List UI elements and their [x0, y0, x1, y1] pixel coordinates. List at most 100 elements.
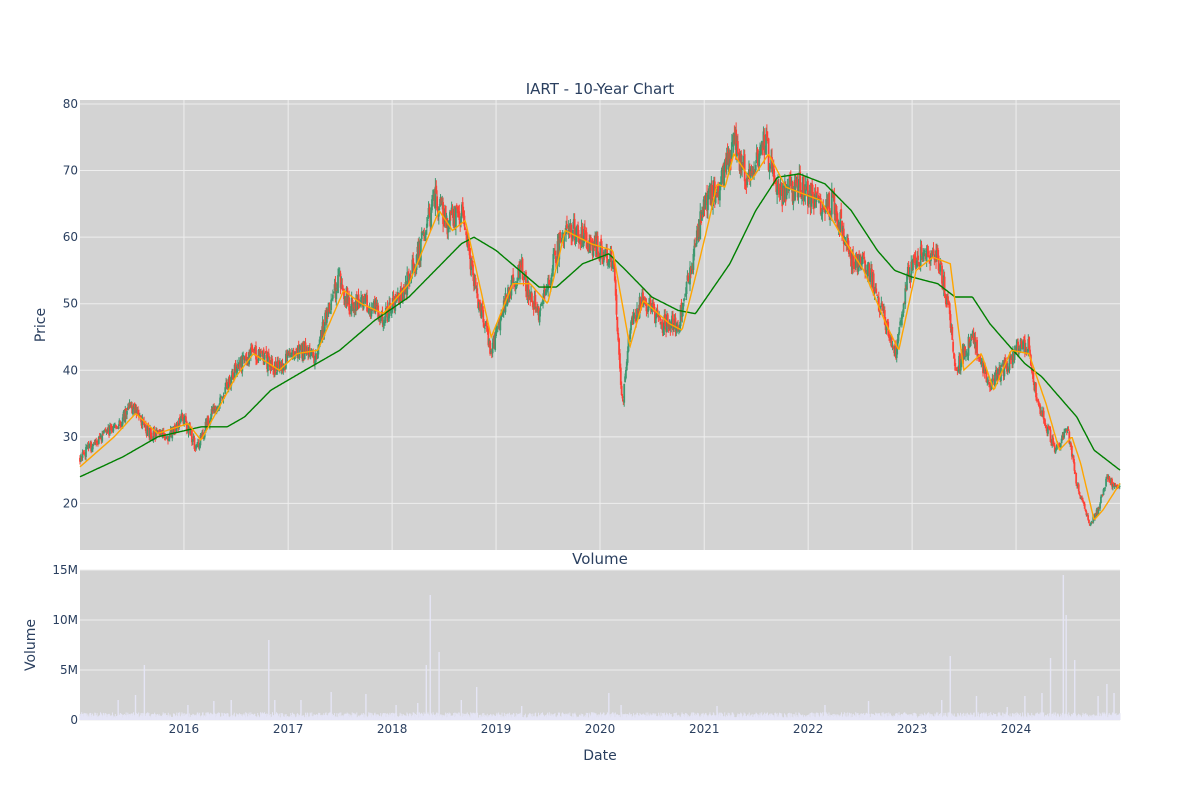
- candle-body: [525, 271, 527, 292]
- candle-body: [1066, 427, 1069, 430]
- candle-body: [840, 209, 843, 219]
- candle-body: [994, 372, 996, 387]
- candle-body: [485, 322, 488, 327]
- candle-body: [1100, 494, 1103, 497]
- candle-body: [852, 253, 855, 267]
- candle-body: [341, 284, 344, 290]
- candle-body: [1037, 400, 1040, 405]
- candle-body: [395, 294, 398, 300]
- candle-body: [992, 379, 995, 381]
- candle-body: [714, 192, 717, 203]
- candle-body: [685, 281, 688, 294]
- candle-body: [350, 297, 353, 312]
- candle-body: [489, 341, 491, 354]
- candle-body: [360, 297, 362, 306]
- candle-body: [273, 371, 275, 374]
- candle-body: [513, 284, 516, 288]
- candle-body: [1116, 484, 1119, 487]
- candle-body: [260, 351, 263, 353]
- candle-body: [223, 395, 226, 397]
- candle-body: [883, 310, 886, 325]
- candle-body: [496, 326, 499, 328]
- candle-body: [465, 231, 468, 236]
- candle-body: [1023, 339, 1026, 354]
- candle-body: [768, 170, 771, 173]
- candle-body: [331, 299, 333, 300]
- candle-body: [292, 350, 295, 358]
- candle-body: [119, 421, 122, 425]
- candle-body: [883, 309, 885, 311]
- candle-body: [1019, 339, 1022, 352]
- candle-body: [1112, 483, 1115, 487]
- candle-body: [501, 313, 504, 317]
- candle-body: [785, 186, 788, 200]
- candle-body: [952, 341, 955, 352]
- candle-body: [657, 313, 660, 317]
- candle-body: [1113, 485, 1116, 487]
- candle-body: [358, 304, 361, 308]
- short-moving-average-line: [79, 152, 1121, 520]
- candle-body: [126, 410, 128, 415]
- candle-body: [744, 182, 747, 187]
- candle-body: [459, 221, 462, 224]
- candle-body: [666, 314, 669, 324]
- candle-body: [756, 149, 759, 157]
- chart-title: IART - 10-Year Chart: [526, 80, 675, 98]
- candle-body: [1003, 359, 1006, 377]
- candle-body: [1087, 515, 1090, 520]
- price-y-tick-labels: 20 30 40 50 60 70 80: [63, 97, 78, 510]
- candle-body: [822, 207, 825, 210]
- candle-body: [1013, 350, 1016, 360]
- candle-body: [1053, 443, 1055, 446]
- candle-body: [455, 205, 458, 207]
- candle-body: [895, 349, 898, 358]
- candle-body: [610, 251, 613, 268]
- candle-body: [584, 226, 586, 234]
- candle-body: [746, 172, 749, 186]
- candle-body: [449, 211, 451, 228]
- candle-body: [343, 288, 345, 300]
- candle-body: [573, 218, 576, 241]
- candle-body: [143, 420, 145, 426]
- candle-body: [617, 333, 620, 341]
- candle-body: [1024, 348, 1027, 354]
- candle-body: [901, 314, 904, 316]
- candle-body: [626, 351, 629, 363]
- candle-body: [955, 368, 958, 371]
- candle-body: [619, 353, 621, 369]
- candle-body: [519, 264, 521, 280]
- candle-body: [801, 196, 803, 197]
- candle-body: [839, 212, 842, 232]
- moving-average-lines: [79, 152, 1121, 520]
- candle-body: [486, 326, 489, 332]
- candle-body: [209, 417, 212, 420]
- candle-body: [876, 294, 878, 296]
- candle-body: [1032, 373, 1035, 383]
- candle-body: [866, 264, 869, 277]
- candle-body: [1065, 429, 1068, 432]
- candle-body: [144, 424, 147, 431]
- candle-body: [828, 193, 831, 217]
- candle-body: [692, 253, 695, 270]
- candle-body: [875, 288, 878, 293]
- candle-body: [513, 282, 515, 284]
- candle-body: [799, 171, 802, 192]
- candle-body: [386, 306, 389, 322]
- candle-body: [362, 297, 365, 309]
- candle-body: [413, 263, 415, 272]
- candle-body: [202, 432, 204, 438]
- candle-body: [794, 175, 796, 201]
- candle-body: [1048, 427, 1051, 430]
- candle-body: [860, 263, 863, 269]
- candle-body: [873, 292, 876, 294]
- candle-body: [833, 193, 836, 215]
- candle-body: [98, 436, 101, 440]
- candle-body: [155, 429, 157, 439]
- candle-body: [1067, 429, 1070, 431]
- candle-body: [765, 134, 767, 155]
- candle-body: [490, 351, 492, 353]
- candle-body: [110, 426, 113, 431]
- price-y-tick-label: 50: [63, 297, 78, 311]
- candle-body: [314, 360, 316, 365]
- candle-body: [583, 228, 585, 244]
